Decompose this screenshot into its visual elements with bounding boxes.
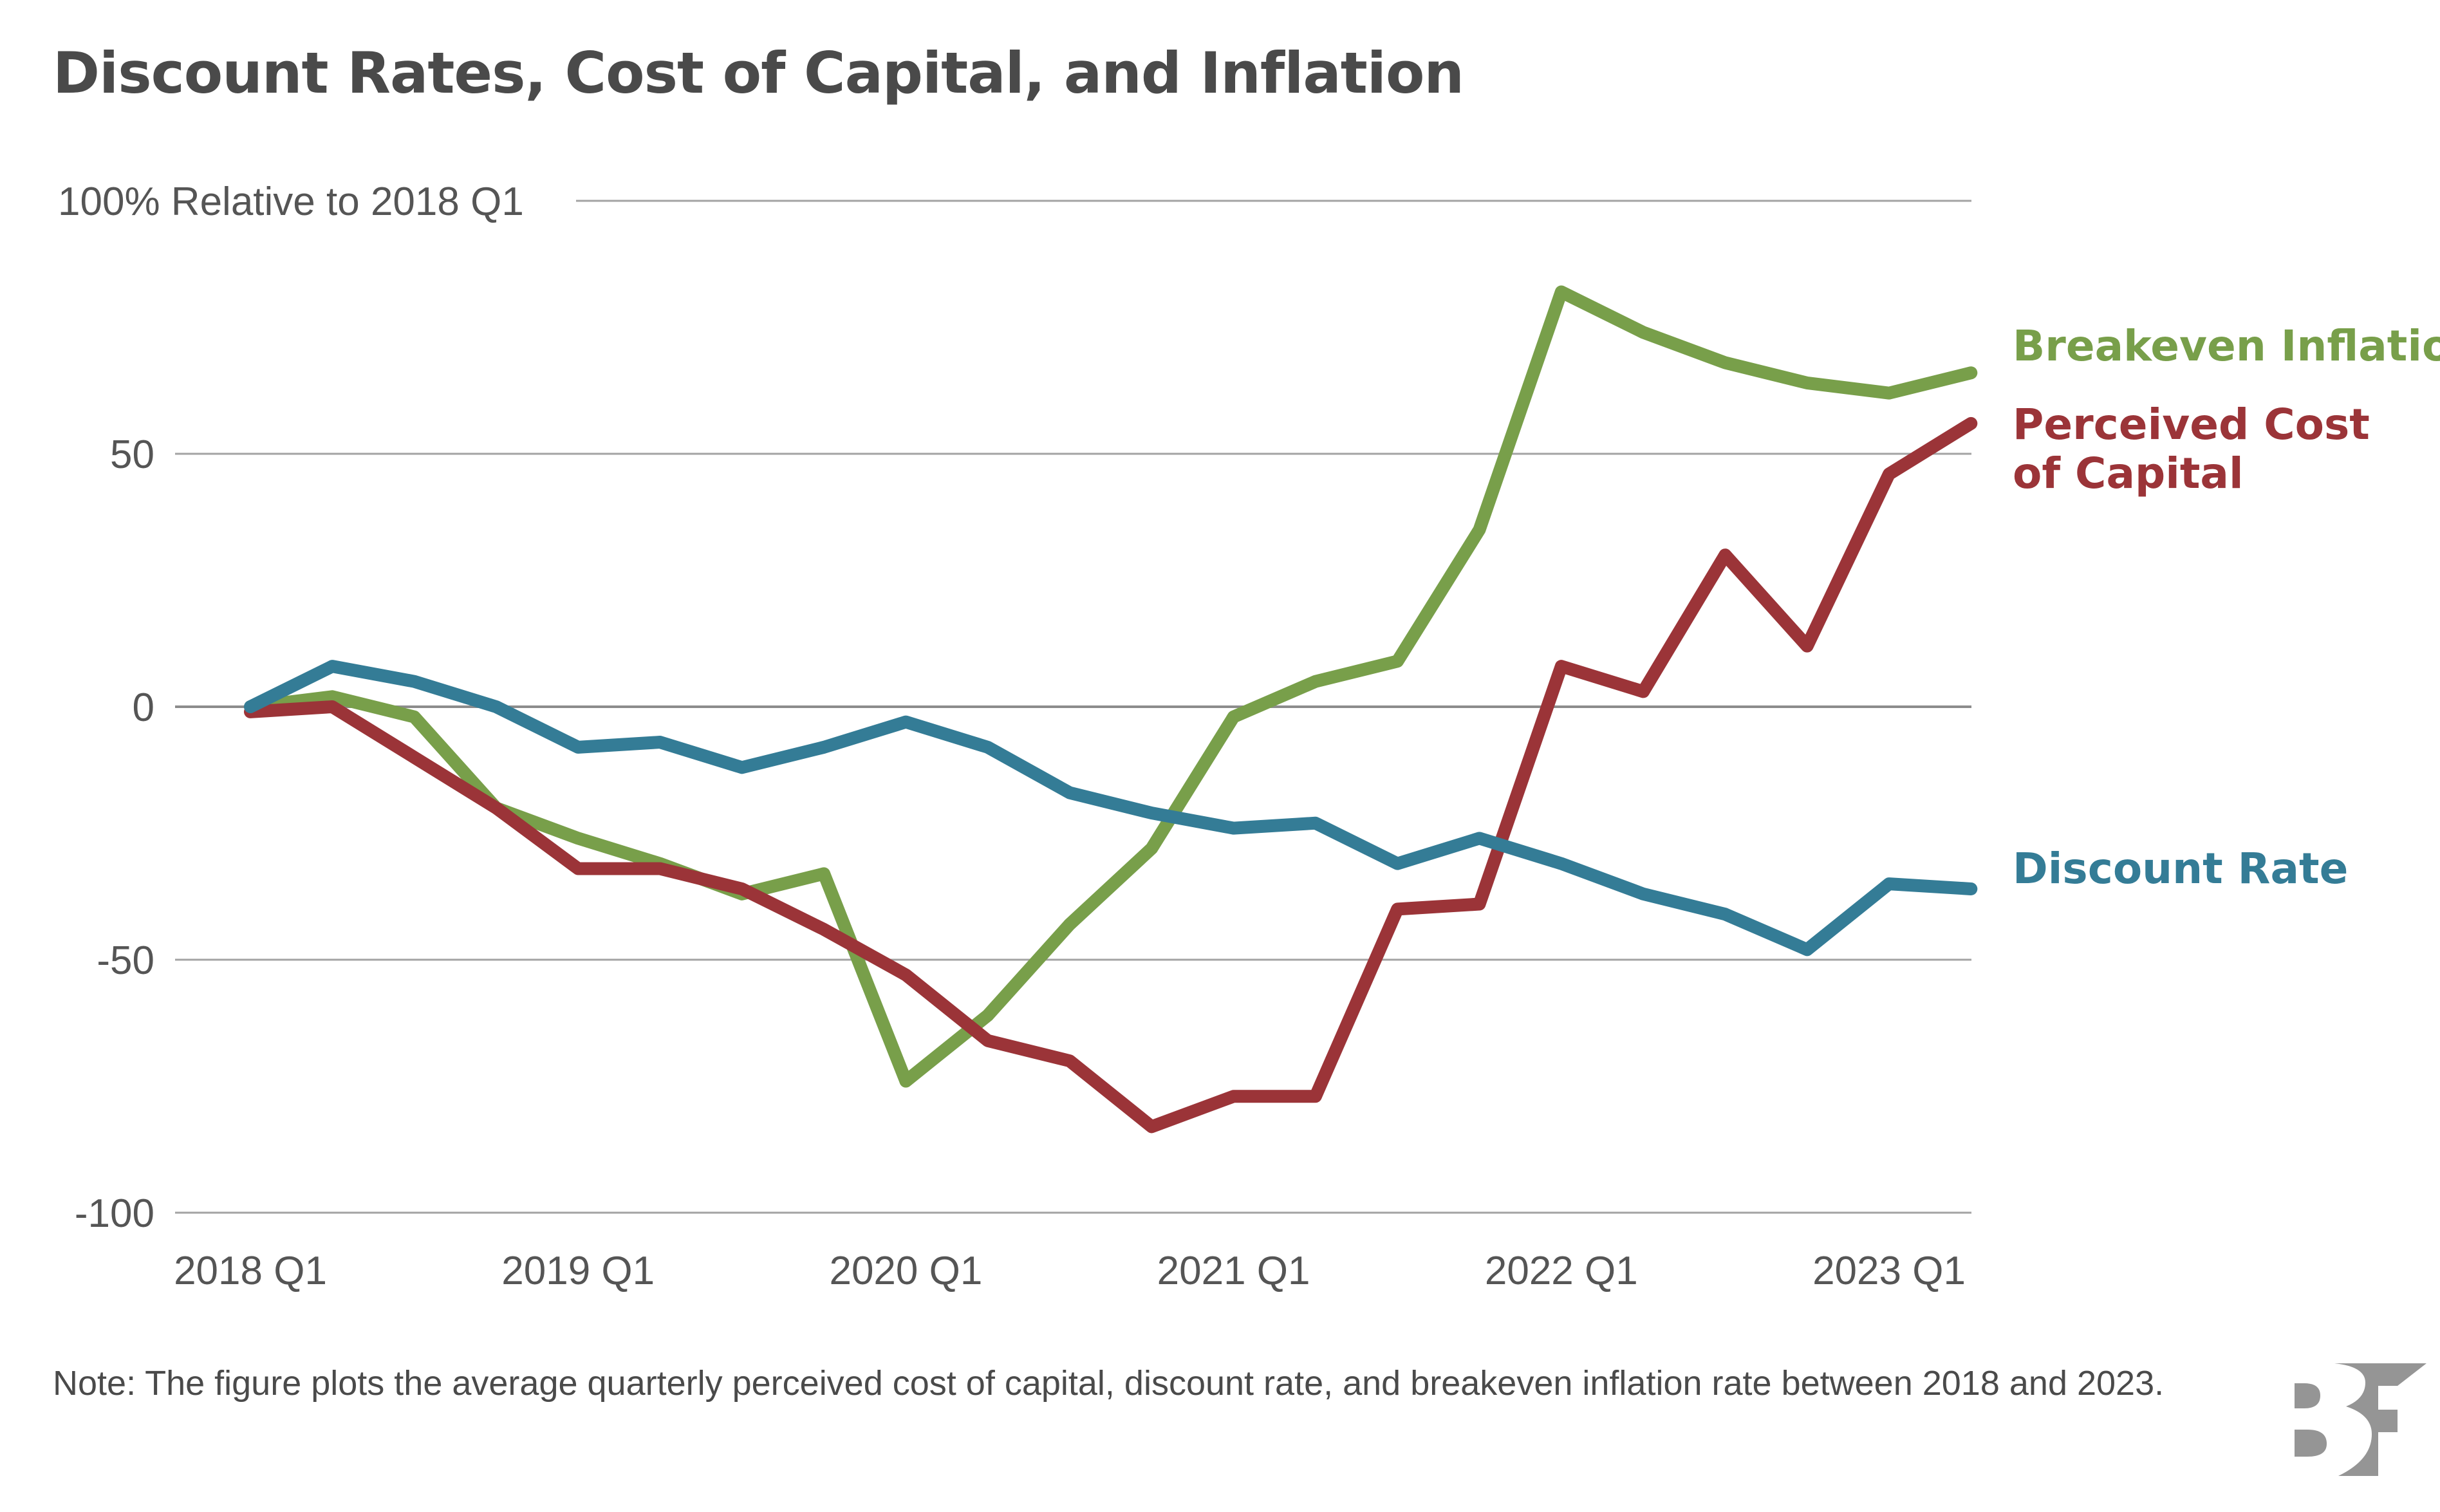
data-point <box>659 868 661 870</box>
data-point <box>1888 392 1890 394</box>
data-point <box>1151 812 1153 814</box>
data-point <box>823 928 825 930</box>
data-point <box>905 721 907 723</box>
data-point <box>1478 528 1480 530</box>
data-point <box>1724 913 1726 915</box>
data-point <box>1560 666 1562 667</box>
data-point <box>1724 362 1726 364</box>
data-point <box>1151 848 1153 850</box>
x-tick-label: 2018 Q1 <box>174 1249 327 1293</box>
series-line-breakeven-inflation <box>244 285 1978 1088</box>
series-line-discount-rate <box>244 660 1978 957</box>
y-tick-label: 0 <box>133 686 154 730</box>
series-line-perceived-cost-of-capital <box>244 416 1978 1134</box>
bf-logo-icon <box>2282 1363 2436 1482</box>
data-point <box>1724 554 1726 556</box>
data-point <box>1970 422 1972 424</box>
data-point <box>1478 903 1480 905</box>
data-point <box>1970 888 1972 890</box>
data-point <box>495 807 497 809</box>
data-point <box>1397 863 1399 864</box>
x-tick-label: 2021 Q1 <box>1157 1249 1310 1293</box>
data-point <box>577 868 579 870</box>
data-point <box>1151 1126 1153 1128</box>
data-point <box>987 746 989 748</box>
series-label: of Capital <box>2013 449 2244 498</box>
data-point <box>413 680 415 682</box>
data-point <box>1069 923 1070 925</box>
data-point <box>1478 837 1480 839</box>
data-point <box>577 837 579 839</box>
data-point <box>1233 827 1234 829</box>
data-point <box>1397 908 1399 910</box>
data-point <box>905 1080 907 1082</box>
chart-note: Note: The figure plots the average quart… <box>53 1364 2165 1403</box>
data-point <box>1397 660 1399 662</box>
x-axis-ticks: 2018 Q1 2019 Q1 2020 Q1 2021 Q1 2022 Q1 2023 … <box>174 1249 1966 1293</box>
y-axis-ticks: -100 -50 0 50 100% Relative to 2018 Q1 <box>58 180 524 1236</box>
data-point <box>1888 883 1890 885</box>
data-point <box>495 706 497 707</box>
data-point <box>1806 949 1808 951</box>
data-point <box>987 1014 989 1016</box>
data-point <box>1560 291 1562 293</box>
chart-title: Discount Rates, Cost of Capital, and Inf… <box>53 40 1464 106</box>
x-tick-label: 2020 Q1 <box>829 1249 982 1293</box>
data-point <box>823 746 825 748</box>
data-point <box>1970 372 1972 374</box>
data-point <box>1643 691 1644 693</box>
x-tick-label: 2019 Q1 <box>501 1249 655 1293</box>
data-point <box>1560 863 1562 864</box>
data-point <box>905 974 907 976</box>
data-point <box>331 666 333 667</box>
data-point <box>659 742 661 743</box>
data-point <box>1314 680 1316 682</box>
data-point <box>1069 1060 1070 1062</box>
series-label: Perceived Cost <box>2013 400 2370 449</box>
data-point <box>1643 331 1644 333</box>
series-lines <box>244 285 1978 1134</box>
series-label: Breakeven Inflation <box>2013 321 2440 371</box>
data-point <box>741 767 743 769</box>
y-tick-label: -50 <box>97 938 154 983</box>
data-point <box>331 706 333 707</box>
x-tick-label: 2023 Q1 <box>1812 1249 1966 1293</box>
series-label: Discount Rate <box>2013 844 2348 893</box>
data-point <box>1233 716 1234 718</box>
data-point <box>741 888 743 890</box>
y-tick-label: 100% Relative to 2018 Q1 <box>58 180 524 224</box>
data-point <box>1888 473 1890 475</box>
data-point <box>1643 893 1644 895</box>
data-point <box>1314 1096 1316 1097</box>
data-point <box>413 716 415 718</box>
data-point <box>1314 822 1316 824</box>
data-point <box>1806 382 1808 384</box>
x-tick-label: 2022 Q1 <box>1485 1249 1638 1293</box>
data-point <box>577 746 579 748</box>
data-point <box>823 873 825 875</box>
data-point <box>413 756 415 758</box>
data-point <box>1069 792 1070 794</box>
data-point <box>250 706 251 707</box>
data-point <box>331 696 333 698</box>
data-point <box>987 1040 989 1041</box>
data-point <box>1806 645 1808 647</box>
y-tick-label: -100 <box>75 1191 154 1236</box>
y-tick-label: 50 <box>110 433 154 477</box>
data-point <box>1233 1096 1234 1097</box>
